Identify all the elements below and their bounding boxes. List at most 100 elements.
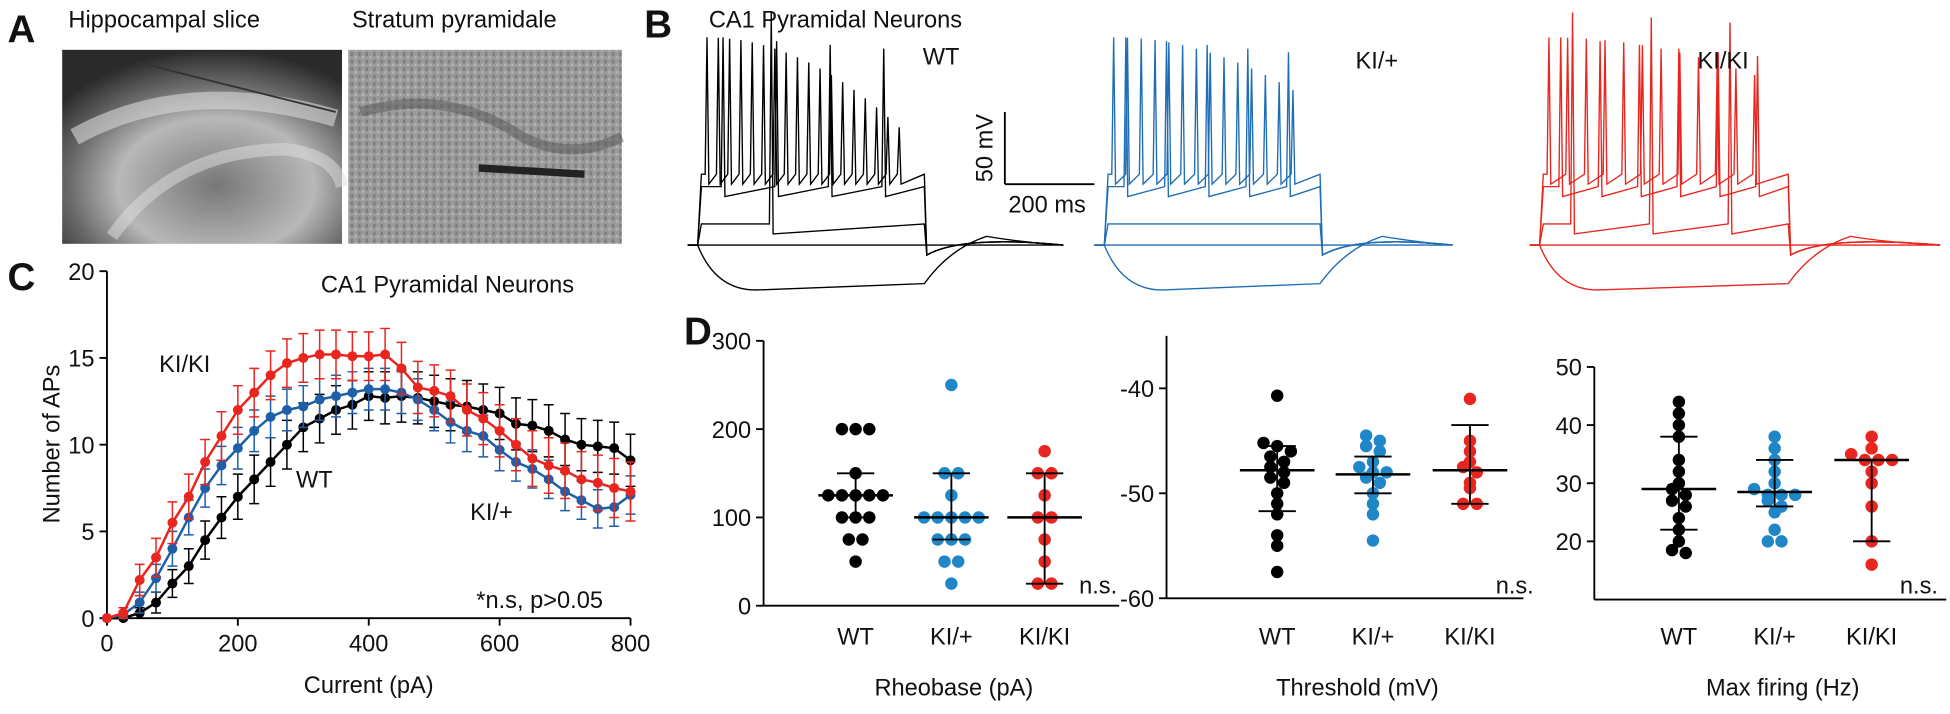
data-point (835, 422, 849, 436)
slice-image (62, 49, 349, 244)
data-point (1463, 392, 1477, 406)
data-point (1366, 508, 1380, 521)
data-point (609, 483, 620, 494)
data-point (265, 457, 276, 467)
data-point (842, 533, 855, 546)
data-point (1788, 488, 1802, 502)
data-point (849, 555, 862, 568)
data-point (118, 607, 129, 618)
data-point (134, 575, 145, 585)
data-point (151, 573, 162, 584)
data-point (938, 555, 951, 568)
data-point (363, 384, 374, 395)
data-point (1761, 494, 1775, 507)
data-point (945, 378, 958, 392)
data-point (216, 512, 227, 523)
data-point (232, 443, 243, 454)
panel-label: B (644, 3, 672, 46)
data-point (1270, 565, 1284, 579)
data-point (396, 363, 407, 374)
data-point (331, 349, 341, 360)
data-point (592, 441, 603, 452)
y-tick-label: 30 (1556, 472, 1582, 498)
data-point (1865, 558, 1878, 571)
data-point (281, 439, 292, 450)
data-point (1679, 546, 1692, 560)
data-point (380, 384, 391, 395)
data-point (347, 351, 358, 362)
x-tick-label: 600 (480, 632, 519, 658)
data-point (200, 483, 211, 494)
data-point (380, 349, 391, 360)
data-point (183, 561, 194, 572)
x-tick-label: KI/KI (1019, 624, 1070, 650)
y-tick-label: 50 (1556, 356, 1582, 382)
data-point (1768, 523, 1781, 536)
data-point (1359, 429, 1373, 442)
data-point (1277, 455, 1291, 469)
data-point (1768, 430, 1781, 443)
data-point (560, 465, 571, 476)
trace (1094, 235, 1453, 291)
x-tick-label: KI/KI (1846, 624, 1897, 650)
data-point (951, 555, 965, 568)
trace (687, 12, 1064, 257)
trace-label: KI/KI (1698, 48, 1749, 74)
data-point (1665, 543, 1679, 557)
data-point (1373, 476, 1387, 490)
y-tick-label: 300 (712, 330, 751, 356)
data-point (1470, 466, 1484, 479)
data-point (151, 552, 162, 563)
x-axis-label: Max firing (Hz) (1706, 675, 1859, 701)
y-tick-label: 5 (81, 520, 94, 546)
data-point (167, 578, 178, 589)
y-tick-label: 200 (712, 418, 751, 444)
annotation: n.s. (1900, 573, 1938, 599)
data-point (1373, 445, 1387, 458)
data-point (1672, 418, 1686, 432)
data-point (478, 413, 489, 424)
x-tick-label: WT (1661, 624, 1698, 650)
panel-label: C (7, 256, 35, 299)
data-point (543, 460, 554, 471)
scale-label: 50 mV (972, 114, 998, 182)
data-point (1264, 450, 1277, 463)
traces: WT KI/+ KI/KI (687, 12, 1941, 291)
series-label: KI/+ (470, 500, 513, 526)
x-tick-label: 400 (349, 632, 388, 658)
trace (1529, 12, 1941, 257)
data-point (101, 613, 112, 624)
x-tick-label: 0 (100, 632, 113, 658)
data-point (167, 517, 178, 528)
data-point (576, 474, 587, 485)
data-point (1679, 500, 1692, 513)
panel-label: D (684, 311, 712, 354)
data-point (1865, 442, 1878, 455)
y-tick-label: 10 (68, 433, 94, 459)
data-point (1270, 529, 1284, 542)
data-point (281, 358, 292, 369)
data-point (576, 439, 587, 450)
trace (1094, 223, 1453, 257)
data-point (1679, 488, 1692, 502)
x-tick-label: 200 (218, 632, 257, 658)
x-tick-label: KI/+ (930, 624, 973, 650)
y-tick-label: 0 (81, 607, 94, 633)
data-point (625, 486, 636, 497)
data-point (216, 431, 227, 441)
data-point (1380, 466, 1393, 479)
data-point (609, 443, 620, 454)
y-tick-label: 40 (1556, 414, 1582, 440)
x-axis-label: Current (pA) (304, 673, 434, 699)
data-point (1284, 445, 1298, 458)
trace-label: KI/+ (1356, 48, 1399, 74)
data-point (265, 411, 276, 422)
data-point (314, 349, 325, 360)
data-point (1865, 430, 1878, 443)
annotation: *n.s, p>0.05 (476, 588, 603, 614)
y-tick-label: -40 (1120, 377, 1154, 403)
series-label: WT (296, 468, 333, 494)
data-point (347, 387, 358, 398)
data-point (1366, 534, 1380, 547)
